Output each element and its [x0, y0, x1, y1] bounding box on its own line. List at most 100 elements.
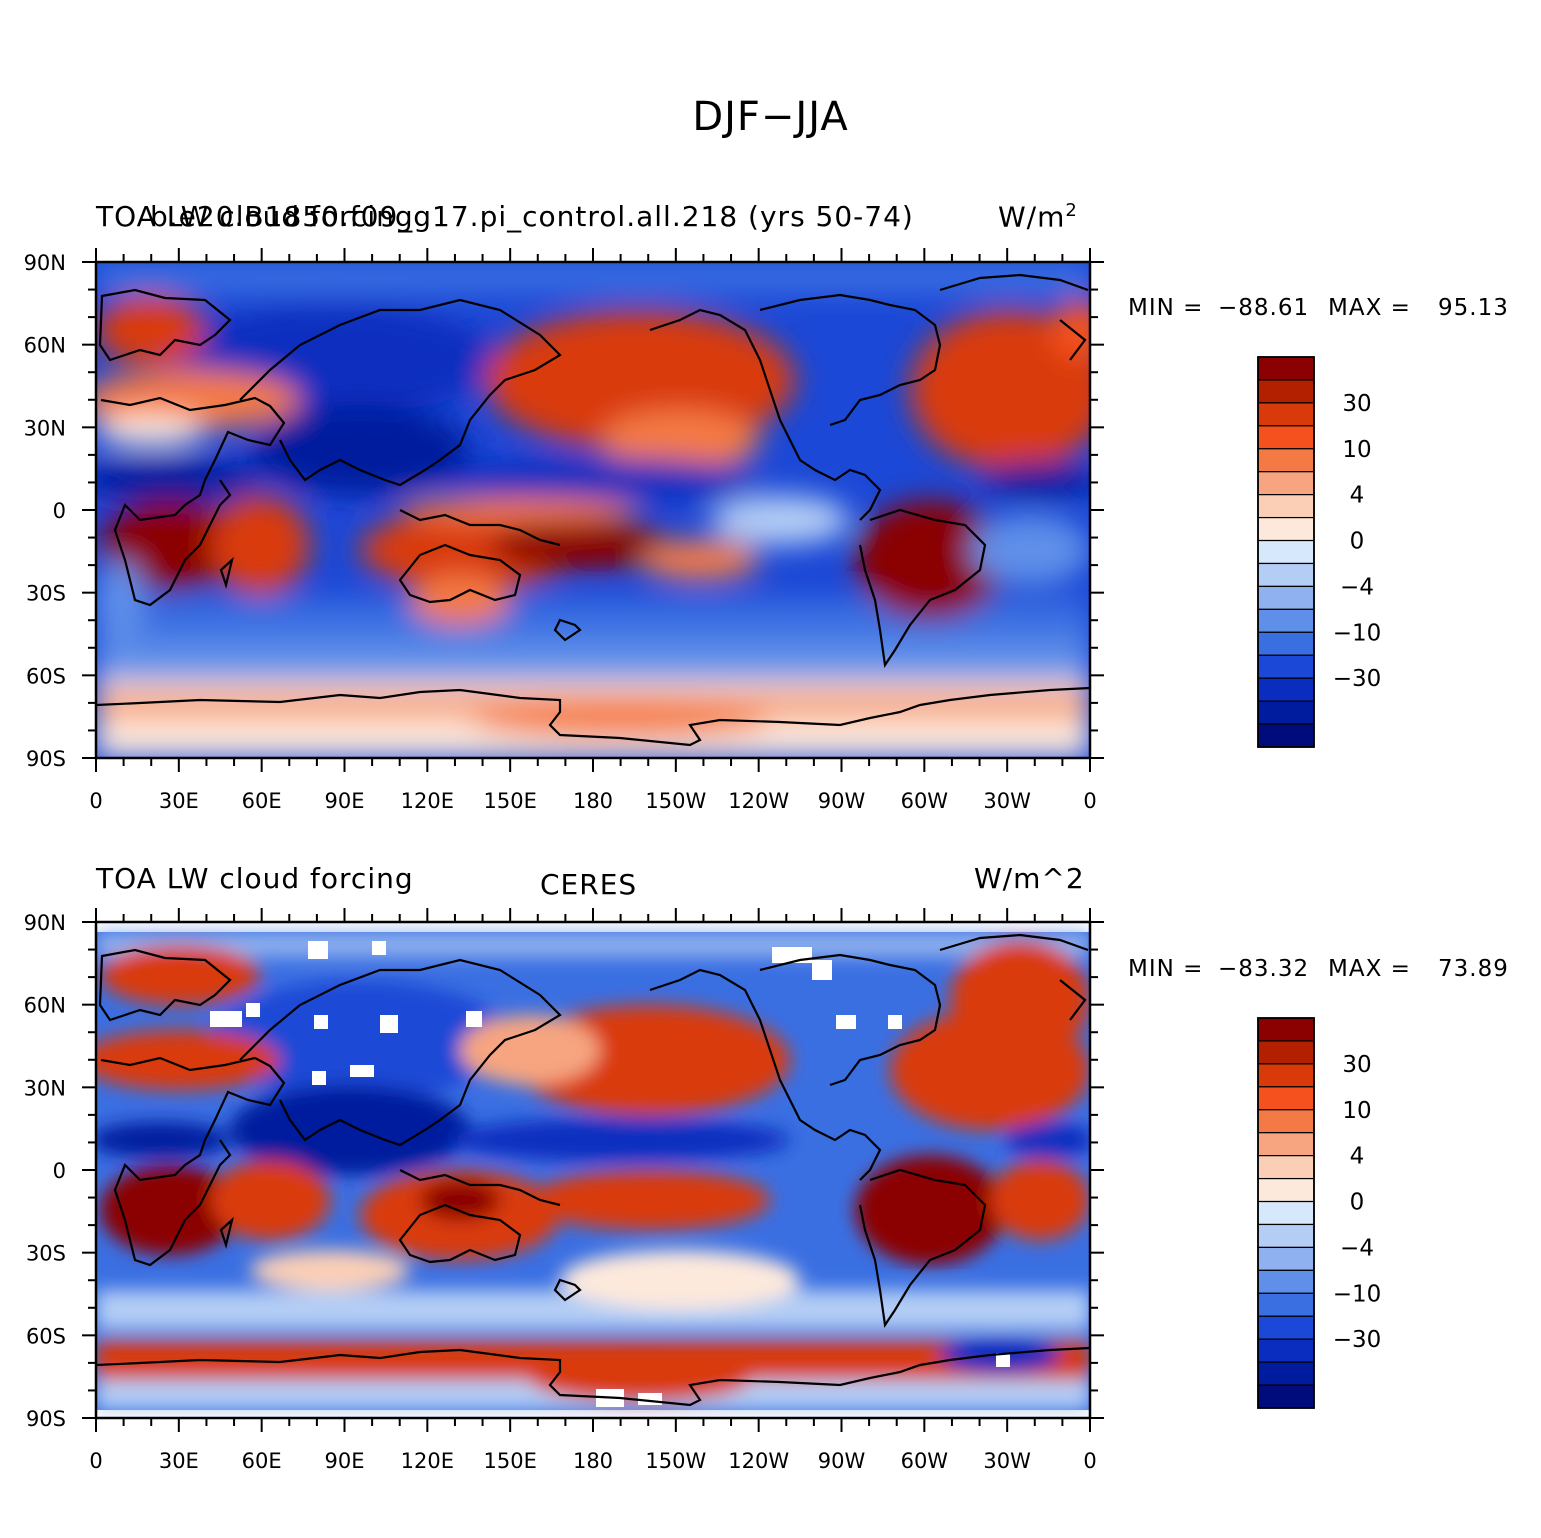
- x-tick-label: 90W: [818, 789, 866, 813]
- panel1-min-label: MIN =: [1128, 295, 1204, 321]
- x-tick-label: 90E: [325, 789, 365, 813]
- colorbar-swatch: [1257, 654, 1315, 679]
- panel1-axes: 0 30E 60E 90E 120E 150E 180 150W 120W 90W 60W 30W 0 9…: [24, 248, 1104, 813]
- colorbar-label: −30: [1333, 1327, 1382, 1353]
- colorbar-frame: [1257, 356, 1315, 748]
- y-tick-label: 30S: [26, 582, 66, 606]
- panel1-map: [96, 262, 1090, 758]
- panel1-field: [96, 262, 1090, 758]
- x-tick-label: 60W: [901, 789, 949, 813]
- x-tick-label: 120W: [728, 1449, 789, 1473]
- colorbar-swatch: [1257, 1109, 1315, 1134]
- panel2-axes: 0 30E 60E 90E 120E 150E 180 150W 120W 90W 60W 30W 09…: [24, 908, 1104, 1473]
- y-tick-label: 0: [53, 1159, 66, 1183]
- colorbar-label: 10: [1342, 437, 1371, 463]
- colorbar-swatch: [1257, 1200, 1315, 1226]
- colorbar-label: −30: [1333, 666, 1382, 692]
- panel2-units-text: W/m^2: [974, 862, 1085, 895]
- colorbar-swatch: [1257, 448, 1315, 473]
- x-tick-label: 0: [89, 1449, 102, 1473]
- x-tick-label: 120E: [401, 1449, 454, 1473]
- y-tick-label: 30N: [24, 1076, 66, 1100]
- figure-title: DJF−JJA: [692, 94, 849, 140]
- colorbar-swatch: [1257, 631, 1315, 656]
- x-tick-label: 90W: [818, 1449, 866, 1473]
- panel2-units: W/m^2: [974, 862, 1085, 895]
- panel1-colorbar: 30 10 4 0 −4 −10 −30: [1257, 356, 1382, 748]
- colorbar-swatch: [1257, 402, 1315, 427]
- colorbar-swatch: [1257, 1246, 1315, 1271]
- colorbar-swatch: [1257, 700, 1315, 725]
- x-tick-label: 180: [573, 1449, 613, 1473]
- colorbar-swatch: [1257, 608, 1315, 633]
- panel2-left-title: TOA LW cloud forcing: [96, 862, 414, 895]
- panel1-min-value: −88.61: [1218, 295, 1310, 321]
- x-tick-label: 150W: [645, 789, 706, 813]
- colorbar-swatch: [1257, 1063, 1315, 1088]
- y-tick-label: 90N: [24, 251, 66, 275]
- colorbar-label: 0: [1350, 529, 1365, 555]
- x-tick-label: 150W: [645, 1449, 706, 1473]
- colorbar-swatch: [1257, 379, 1315, 404]
- x-tick-label: 60E: [242, 789, 282, 813]
- x-tick-label: 30W: [983, 789, 1031, 813]
- x-tick-label: 120W: [728, 789, 789, 813]
- x-tick-label: 60W: [901, 1449, 949, 1473]
- colorbar-swatch: [1257, 1269, 1315, 1294]
- colorbar-swatch: [1257, 1338, 1315, 1363]
- y-tick-label: 90S: [26, 1407, 66, 1431]
- colorbar-label: −4: [1340, 574, 1374, 600]
- panel1-units: W/m2: [998, 200, 1078, 233]
- x-tick-label: 150E: [483, 1449, 536, 1473]
- colorbar-swatch: [1257, 494, 1315, 519]
- panel2-colorbar: 30 10 4 0 −4 −10 −30: [1257, 1017, 1382, 1409]
- colorbar-label: 4: [1350, 1144, 1365, 1170]
- panel1-coastlines: [95, 273, 1091, 747]
- colorbar-label: −10: [1333, 620, 1382, 646]
- x-tick-label: 150E: [483, 789, 536, 813]
- colorbar-swatch: [1257, 539, 1315, 565]
- panel2-center-title: CERES: [540, 868, 638, 901]
- panel2-max-label: MAX =: [1328, 956, 1411, 982]
- x-tick-label: 180: [573, 789, 613, 813]
- colorbar-swatch: [1257, 1040, 1315, 1065]
- y-tick-label: 0: [53, 499, 66, 523]
- colorbar-label: 4: [1350, 483, 1365, 509]
- colorbar-label: 10: [1342, 1098, 1371, 1124]
- colorbar-swatch: [1257, 1132, 1315, 1157]
- panel2-max-value: 73.89: [1438, 956, 1509, 982]
- y-tick-label: 90N: [24, 911, 66, 935]
- x-tick-label: 120E: [401, 789, 454, 813]
- panel1-center-title: b.e20.B1850.f09_g17.pi_control.all.218 (…: [150, 200, 914, 233]
- colorbar-swatch: [1257, 356, 1315, 381]
- colorbar-swatch: [1257, 1177, 1315, 1203]
- colorbar-swatch: [1257, 516, 1315, 542]
- colorbar-swatch: [1257, 1292, 1315, 1317]
- y-tick-label: 90S: [26, 747, 66, 771]
- panel1-left-title: TOA LW cloud forcing: [96, 200, 414, 233]
- panel2-missing-data: [210, 941, 1010, 1407]
- x-tick-label: 0: [1083, 1449, 1096, 1473]
- colorbar-label: 30: [1342, 1052, 1371, 1078]
- y-tick-label: 60N: [24, 334, 66, 358]
- panel2-min-value: −83.32: [1218, 956, 1310, 982]
- y-tick-label: 30S: [26, 1242, 66, 1266]
- colorbar-swatch: [1257, 585, 1315, 610]
- panel1-max-value: 95.13: [1438, 295, 1509, 321]
- colorbar-swatch: [1257, 1086, 1315, 1111]
- x-tick-label: 30E: [159, 789, 199, 813]
- colorbar-label: −4: [1340, 1235, 1374, 1261]
- colorbar-swatch: [1257, 1361, 1315, 1386]
- colorbar-swatch: [1257, 471, 1315, 496]
- colorbar-swatch: [1257, 1017, 1315, 1042]
- colorbar-swatch: [1257, 425, 1315, 450]
- x-tick-label: 0: [1083, 789, 1096, 813]
- panel2-field: [96, 932, 1090, 1410]
- x-tick-label: 60E: [242, 1449, 282, 1473]
- y-tick-label: 60S: [26, 664, 66, 688]
- colorbar-swatch: [1257, 677, 1315, 702]
- colorbar-label: 30: [1342, 391, 1371, 417]
- panel1-units-text: W/m: [998, 200, 1066, 234]
- colorbar-swatch: [1257, 723, 1315, 748]
